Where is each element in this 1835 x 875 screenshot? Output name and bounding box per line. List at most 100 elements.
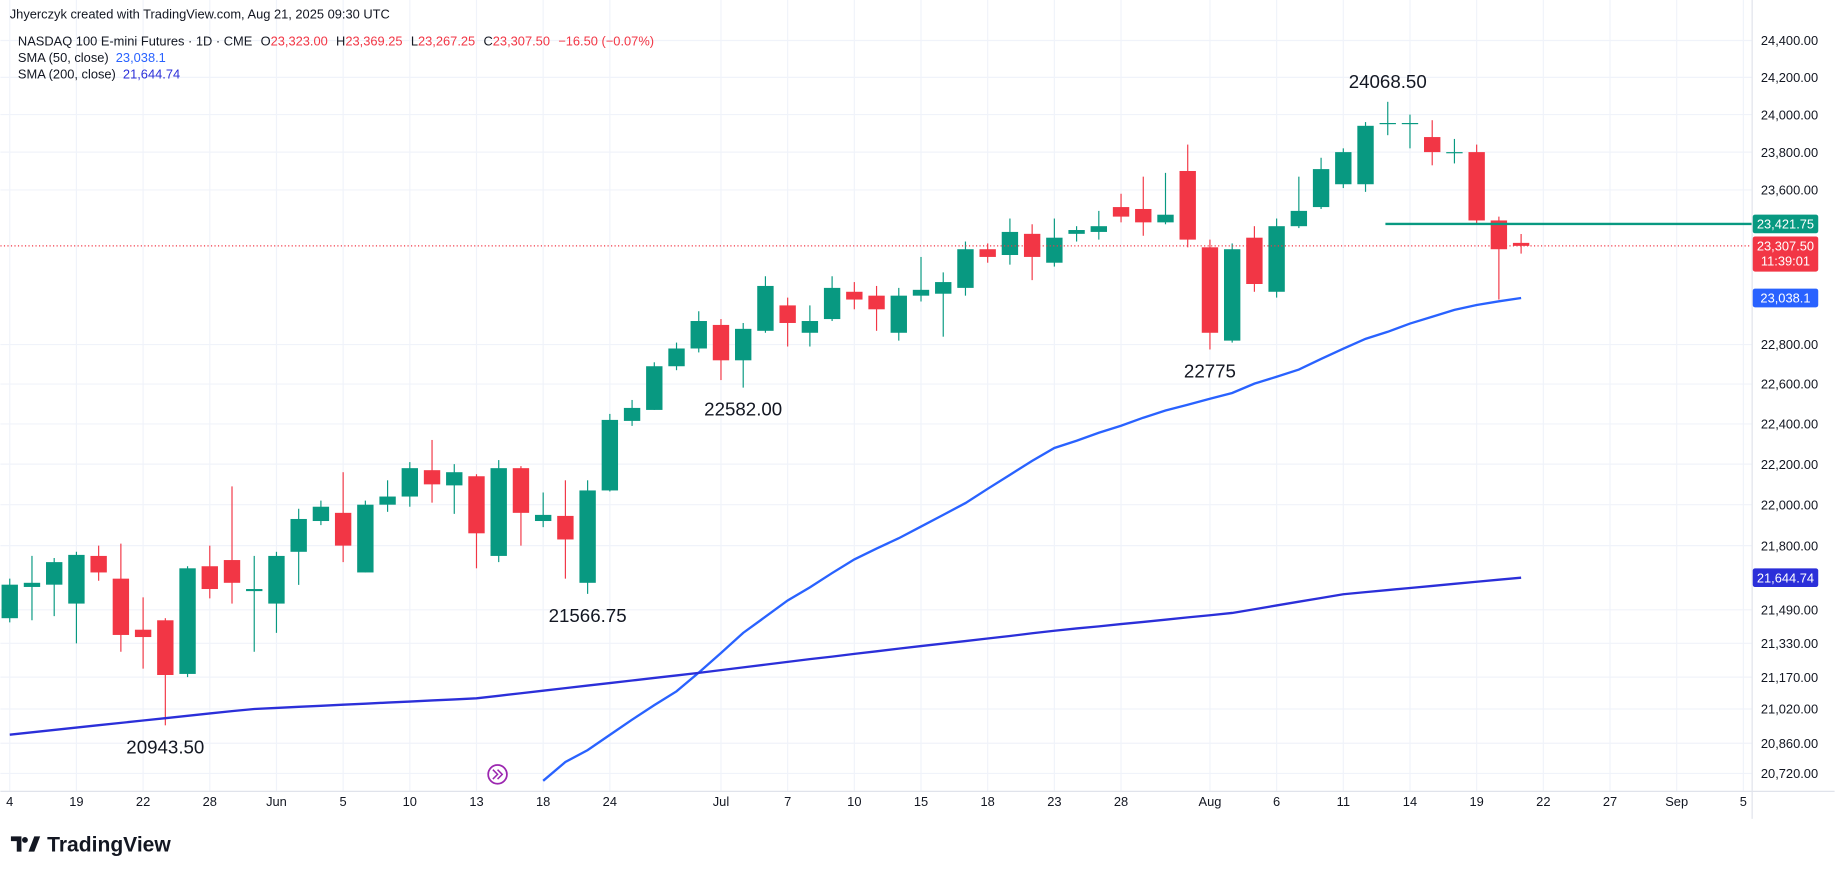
x-tick-label: 28 (1114, 794, 1128, 809)
ohlc-value: 23,307.50 (493, 34, 550, 49)
candle-body (1357, 125, 1374, 185)
y-tick-label: 22,000.00 (1761, 497, 1818, 512)
y-tick-label: 22,400.00 (1761, 417, 1818, 432)
y-tick-label: 22,200.00 (1761, 457, 1818, 472)
level-label: 23,421.75 (1757, 217, 1814, 232)
candle-body (1223, 249, 1241, 341)
ohlc-key: C (483, 34, 492, 49)
candle-body (1446, 152, 1463, 154)
x-tick-label: 11 (1337, 794, 1350, 809)
y-tick-label: 24,000.00 (1761, 107, 1818, 122)
candle-body (801, 321, 819, 333)
candle-body (223, 560, 241, 583)
candle-body (668, 348, 685, 367)
x-tick-label: 14 (1403, 794, 1417, 809)
candle-body (134, 629, 152, 638)
candle-body (1335, 152, 1352, 185)
y-tick-label: 22,800.00 (1761, 337, 1818, 352)
candle-body (1046, 237, 1063, 263)
y-tick-label: 22,600.00 (1761, 377, 1818, 392)
y-tick-label: 24,200.00 (1761, 70, 1818, 85)
candle-body (890, 295, 907, 333)
candle-body (90, 555, 107, 573)
x-tick-label: 19 (1470, 794, 1484, 809)
annotation: 20943.50 (126, 736, 204, 757)
sma-line (542, 296, 1522, 782)
x-tick-label: Sep (1665, 794, 1688, 809)
candle-body (290, 518, 307, 552)
y-tick-label: 20,720.00 (1761, 766, 1818, 781)
axes: 24,400.00 24,200.00 24,000.00 23,800.00 23,6… (6, 33, 1818, 809)
x-tick-label: 22 (1536, 794, 1550, 809)
candle-body (246, 589, 263, 592)
sma-axis-label-bg (1752, 288, 1819, 308)
author-line: Jhyerczyk created with TradingView.com, … (10, 7, 390, 22)
candle-body (912, 289, 930, 296)
candle-body (1001, 231, 1019, 256)
brand-name: TradingView (47, 834, 171, 857)
level-label-bg (1752, 214, 1819, 234)
candle-body (1490, 220, 1508, 250)
plot-area (0, 101, 1752, 782)
symbol: NASDAQ 100 E-mini Futures · 1D · CME (18, 34, 253, 49)
candle-body (1268, 226, 1285, 292)
candle-body (1512, 242, 1530, 246)
candle-body (623, 407, 641, 421)
sma-line (9, 576, 1522, 736)
candle-body (512, 468, 530, 513)
x-tick-label: 23 (1047, 794, 1061, 809)
last-price-bg (1752, 236, 1819, 272)
candle-body (1112, 207, 1130, 217)
candle-body (1468, 152, 1485, 221)
y-tick-label: 23,800.00 (1761, 145, 1818, 160)
sma-axis-label-bg (1752, 568, 1819, 588)
candle-body (779, 305, 796, 323)
y-tick-label: 21,800.00 (1761, 538, 1818, 553)
candle-body (334, 512, 352, 546)
candle-body (712, 324, 730, 361)
candle-body (935, 282, 952, 294)
legend-value: 23,038.1 (116, 50, 166, 65)
legend-name: SMA (200, close) (18, 66, 116, 81)
candle-body (1424, 137, 1441, 153)
x-tick-label: 5 (1740, 794, 1747, 809)
last-price-label: 23,307.50 (1757, 239, 1814, 254)
y-tick-label: 21,330.00 (1761, 636, 1818, 651)
candle-body (1312, 169, 1330, 208)
y-tick-label: 21,490.00 (1761, 603, 1818, 618)
x-tick-label: Jul (713, 794, 729, 809)
ohlc-key: L (411, 34, 418, 49)
x-tick-label: 19 (69, 794, 83, 809)
x-tick-label: 13 (469, 794, 483, 809)
legend-sma200: SMA (200, close) 21,644.74 (18, 66, 180, 81)
x-tick-label: 28 (203, 794, 217, 809)
x-tick-label: 22 (136, 794, 150, 809)
annotation: 24068.50 (1349, 71, 1427, 92)
annotation: 22775 (1184, 361, 1236, 382)
candle-body (690, 321, 707, 349)
legend-value: 21,644.74 (123, 66, 180, 81)
candle-body (868, 295, 885, 310)
x-tick-label: 7 (784, 794, 791, 809)
candle-body (757, 285, 774, 331)
candle-body (379, 496, 396, 505)
candle-body (979, 249, 996, 257)
y-tick-label: 24,400.00 (1761, 33, 1818, 48)
candle-body (1090, 226, 1108, 232)
x-tick-label: 6 (1273, 794, 1280, 809)
logo: TradingView (10, 834, 171, 857)
candle-body (179, 568, 196, 674)
y-tick-label: 20,860.00 (1761, 736, 1818, 751)
ohlc-value: 23,369.25 (345, 34, 402, 49)
candle-body (312, 506, 330, 522)
x-tick-label: 4 (6, 794, 13, 809)
candle-body (357, 504, 374, 573)
candle-body (534, 514, 552, 522)
change: −16.50 (−0.07%) (558, 34, 654, 49)
sma-axis-label: 23,038.1 (1760, 291, 1810, 306)
candle-body (1379, 123, 1396, 125)
x-tick-label: 24 (603, 794, 617, 809)
candle-body (579, 490, 596, 583)
x-tick-label: 18 (536, 794, 550, 809)
